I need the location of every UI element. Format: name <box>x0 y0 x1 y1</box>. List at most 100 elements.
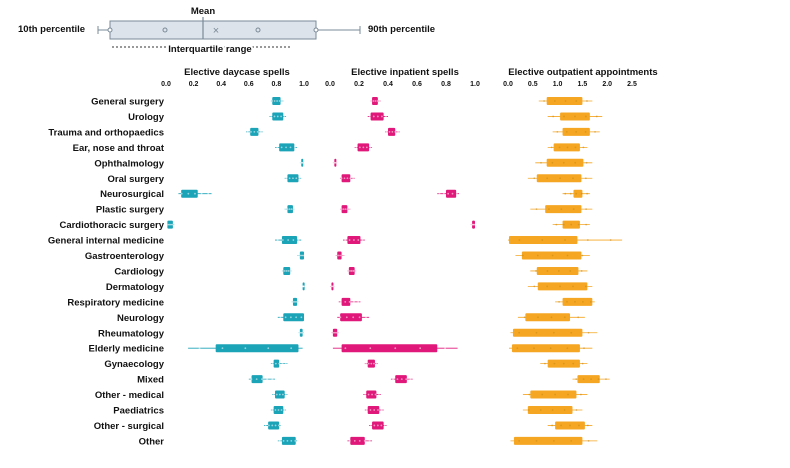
data-point <box>369 409 372 411</box>
data-point <box>264 424 267 427</box>
data-point <box>553 100 556 102</box>
category-label: Respiratory medicine <box>67 297 164 308</box>
data-point <box>394 131 397 133</box>
data-point <box>292 208 295 211</box>
data-point <box>578 424 580 427</box>
data-point <box>373 424 376 427</box>
data-point <box>569 192 572 195</box>
iqr-box <box>512 328 583 337</box>
tick-label: 0.4 <box>383 81 393 88</box>
data-point <box>535 208 538 211</box>
data-point <box>171 223 174 226</box>
data-point <box>549 347 552 350</box>
category-label: Dermatology <box>106 282 165 293</box>
data-point <box>279 316 282 319</box>
tick-label: 1.0 <box>470 81 480 88</box>
data-point <box>556 131 559 133</box>
data-point <box>397 131 400 133</box>
data-point <box>383 424 386 427</box>
data-point <box>276 115 279 118</box>
data-point <box>340 177 343 180</box>
data-point <box>373 362 375 365</box>
data-point <box>301 254 303 257</box>
data-point <box>595 115 598 118</box>
data-point <box>358 316 361 319</box>
data-point <box>370 362 373 365</box>
data-point <box>535 440 538 442</box>
data-point <box>574 300 576 303</box>
iqr-box <box>573 189 583 198</box>
data-point <box>332 331 335 334</box>
data-point <box>533 347 535 350</box>
data-point <box>570 331 573 334</box>
data-point <box>278 393 281 396</box>
data-point <box>284 362 287 365</box>
data-point <box>270 115 273 118</box>
data-point <box>367 362 370 365</box>
data-point <box>575 409 578 411</box>
data-point <box>572 285 574 288</box>
data-point <box>597 378 600 380</box>
data-point <box>285 270 288 272</box>
data-point <box>566 347 569 350</box>
data-point <box>348 239 351 241</box>
data-point <box>405 378 408 380</box>
data-point <box>587 331 590 334</box>
data-point <box>473 223 476 226</box>
data-point <box>292 239 295 241</box>
data-point <box>294 440 297 442</box>
data-point <box>353 300 355 303</box>
category-label: General internal medicine <box>48 236 164 247</box>
data-point <box>381 115 383 118</box>
data-point <box>374 393 377 396</box>
data-point <box>376 424 379 427</box>
iqr-box <box>521 251 582 260</box>
data-point <box>527 409 530 411</box>
tick-label: 1.0 <box>299 81 309 88</box>
data-point <box>221 347 224 350</box>
data-point <box>388 131 391 133</box>
data-point <box>278 440 281 442</box>
data-point <box>355 146 358 149</box>
data-point <box>194 192 196 195</box>
data-point <box>409 378 412 380</box>
data-point <box>271 378 274 380</box>
data-point <box>339 316 342 319</box>
iqr-box <box>281 236 298 245</box>
data-point <box>590 378 592 380</box>
iqr-box <box>508 236 578 245</box>
data-point <box>302 285 305 288</box>
data-point <box>296 254 299 257</box>
data-point <box>302 161 305 164</box>
iqr-box <box>341 344 438 353</box>
data-point <box>340 254 343 257</box>
data-point <box>376 115 379 118</box>
data-point <box>438 192 441 195</box>
category-label: Ear, nose and throat <box>73 143 165 154</box>
data-point <box>577 223 580 226</box>
category-label: Elderly medicine <box>88 344 164 355</box>
data-point <box>546 270 549 272</box>
data-point <box>276 146 279 149</box>
data-point <box>288 177 291 180</box>
category-label: Urology <box>128 112 165 123</box>
data-point <box>536 254 539 257</box>
iqr-box <box>530 390 577 399</box>
data-point <box>581 300 584 303</box>
data-point <box>364 393 366 396</box>
data-point <box>369 146 372 149</box>
data-point <box>280 409 283 411</box>
data-point <box>583 347 585 350</box>
data-point <box>273 100 276 102</box>
tick-label: 0.8 <box>272 81 282 88</box>
data-point <box>563 115 565 118</box>
data-point <box>289 146 292 149</box>
data-point <box>281 393 284 396</box>
category-label: Plastic surgery <box>96 205 165 216</box>
data-point <box>280 115 282 118</box>
tick-label: 1.5 <box>578 81 588 88</box>
data-point <box>289 270 292 272</box>
data-point <box>560 424 562 427</box>
category-label: Cardiology <box>114 266 164 277</box>
